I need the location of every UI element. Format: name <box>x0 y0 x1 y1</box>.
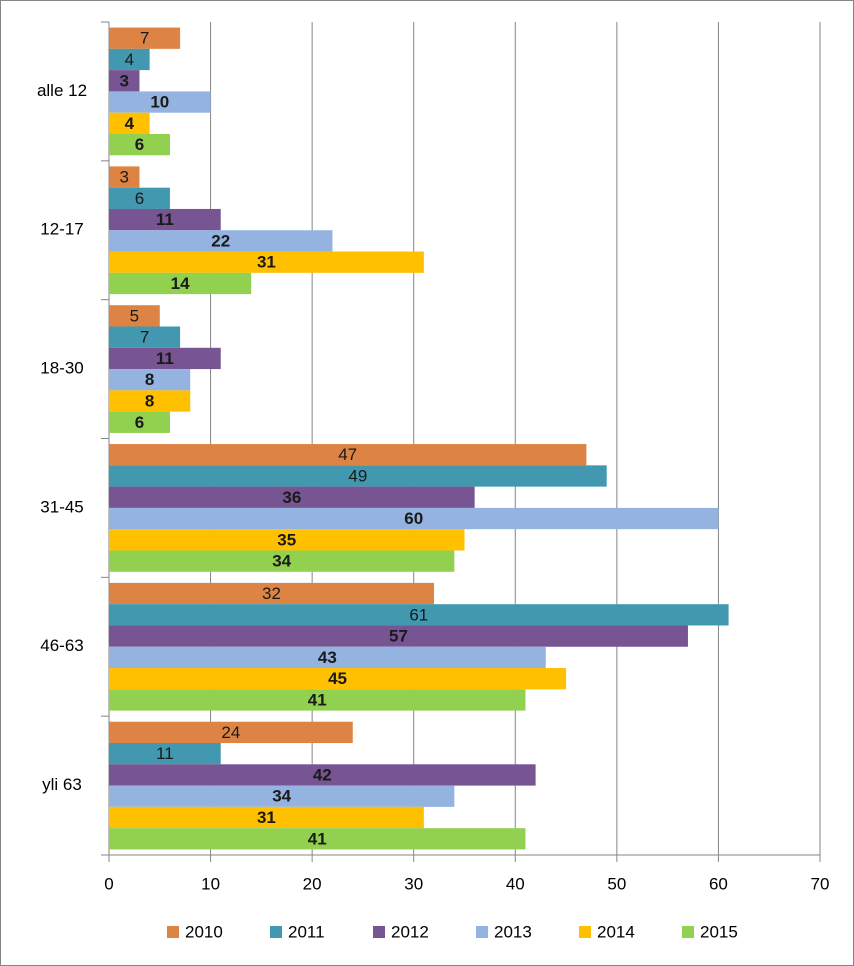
bar <box>109 70 140 92</box>
legend-label: 2012 <box>391 922 429 941</box>
data-label: 31 <box>257 808 276 827</box>
data-label: 8 <box>145 391 154 410</box>
bar <box>109 646 546 669</box>
data-label: 7 <box>140 29 149 48</box>
data-label: 4 <box>125 50 134 69</box>
bar <box>109 721 353 744</box>
data-label: 3 <box>120 168 129 187</box>
data-label: 31 <box>257 253 276 272</box>
bar <box>109 326 181 348</box>
x-tick-label: 70 <box>811 874 830 893</box>
bar <box>109 785 455 807</box>
bar <box>109 806 424 829</box>
legend-swatch <box>579 926 591 938</box>
bar <box>109 48 150 71</box>
x-tick-label: 10 <box>201 874 220 893</box>
data-label: 5 <box>130 306 139 325</box>
data-label: 11 <box>156 349 174 368</box>
data-label: 35 <box>277 530 296 549</box>
x-tick-label: 20 <box>303 874 322 893</box>
bar <box>109 390 191 412</box>
data-label: 47 <box>338 445 357 464</box>
data-label: 43 <box>318 648 337 667</box>
data-label: 36 <box>282 488 301 507</box>
data-label: 41 <box>308 690 327 709</box>
bar <box>109 444 587 466</box>
data-label: 4 <box>125 114 135 133</box>
data-label: 42 <box>313 765 332 784</box>
bar <box>109 668 567 690</box>
bar <box>109 272 252 295</box>
data-label: 10 <box>150 93 169 112</box>
data-label: 6 <box>135 413 144 432</box>
data-label: 57 <box>389 627 408 646</box>
bar <box>109 411 170 433</box>
data-label: 6 <box>135 189 144 208</box>
data-label: 11 <box>156 744 174 763</box>
y-tick-label: 31-45 <box>40 497 83 516</box>
data-label: 60 <box>404 509 423 528</box>
bar <box>109 187 170 209</box>
data-label: 34 <box>272 552 291 571</box>
legend-label: 2011 <box>288 922 325 941</box>
y-tick-label: yli 63 <box>42 775 82 794</box>
legend-swatch <box>476 926 488 938</box>
data-label: 7 <box>140 328 149 347</box>
legend-swatch <box>682 926 694 938</box>
bar <box>109 27 181 49</box>
bar <box>109 604 729 626</box>
bar <box>109 764 536 786</box>
data-label: 24 <box>221 723 240 742</box>
x-tick-label: 60 <box>709 874 728 893</box>
data-label: 3 <box>120 71 129 90</box>
x-tick-label: 40 <box>506 874 525 893</box>
bar <box>109 91 211 113</box>
y-tick-label: 12-17 <box>40 220 83 239</box>
data-label: 41 <box>308 829 327 848</box>
legend-label: 2014 <box>597 922 635 941</box>
data-label: 45 <box>328 669 347 688</box>
bar <box>109 582 435 605</box>
data-label: 11 <box>156 210 174 229</box>
y-tick-label: alle 12 <box>37 81 87 100</box>
bar <box>109 550 455 572</box>
bar <box>109 369 191 391</box>
bar <box>109 689 526 711</box>
legend-swatch <box>373 926 385 938</box>
bar <box>109 112 150 134</box>
legend-label: 2015 <box>700 922 738 941</box>
x-tick-label: 50 <box>607 874 626 893</box>
data-label: 8 <box>145 370 154 389</box>
data-label: 34 <box>272 787 291 806</box>
bar <box>109 507 719 530</box>
legend-swatch <box>270 926 282 938</box>
bar <box>109 133 170 156</box>
bar <box>109 625 688 647</box>
bar <box>109 208 221 231</box>
data-label: 61 <box>409 605 428 624</box>
bar <box>109 166 140 188</box>
data-label: 49 <box>348 466 367 485</box>
bar <box>109 305 160 327</box>
data-label: 32 <box>262 584 281 603</box>
x-tick-label: 0 <box>104 874 113 893</box>
bar <box>109 828 526 850</box>
data-label: 14 <box>171 274 190 293</box>
legend-label: 2013 <box>494 922 532 941</box>
bar <box>109 347 221 370</box>
bar <box>109 486 475 508</box>
data-label: 6 <box>135 135 144 154</box>
bar <box>109 529 465 551</box>
y-tick-label: 18-30 <box>40 359 83 378</box>
bar <box>109 465 607 487</box>
bar <box>109 251 424 273</box>
bar <box>109 743 221 765</box>
bar <box>109 230 333 252</box>
legend-swatch <box>167 926 179 938</box>
y-tick-label: 46-63 <box>40 636 83 655</box>
data-label: 22 <box>211 231 230 250</box>
x-tick-label: 30 <box>404 874 423 893</box>
legend-label: 2010 <box>185 922 223 941</box>
